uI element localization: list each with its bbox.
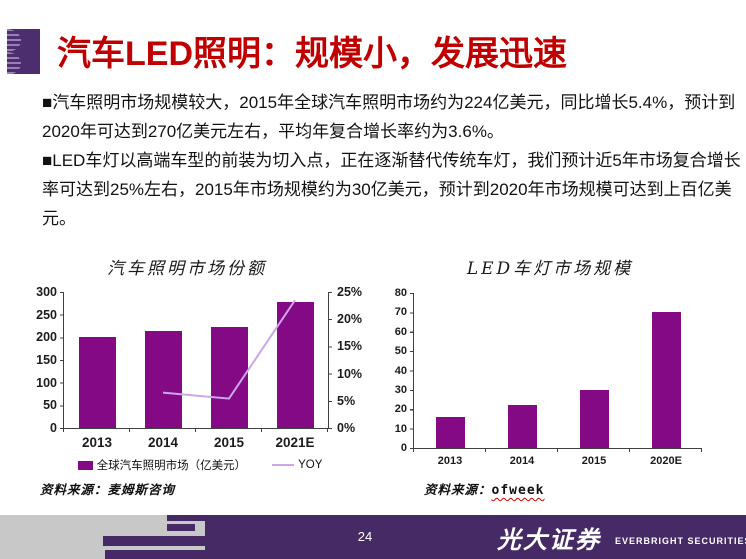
y2-tick-label: 10% bbox=[337, 366, 363, 381]
y-tick-label: 250 bbox=[36, 307, 57, 322]
x-axis-ticks bbox=[63, 428, 329, 432]
brand-logo-cn: 光大证券 bbox=[497, 525, 601, 554]
left-axis-ticks bbox=[60, 292, 64, 429]
bar-2015 bbox=[579, 389, 609, 448]
footer-purple-strip bbox=[167, 515, 746, 559]
y-tick-label: 200 bbox=[36, 330, 57, 345]
x-tick-label: 2013 bbox=[437, 455, 463, 467]
y-tick-label: 300 bbox=[36, 285, 57, 299]
bar-2020E bbox=[651, 312, 681, 448]
bar-2021E bbox=[276, 302, 314, 428]
everbright-logo-mark bbox=[7, 29, 40, 74]
bar-2015 bbox=[210, 326, 248, 428]
source-label: 资料来源： bbox=[424, 482, 492, 497]
footer-step-bar bbox=[105, 550, 205, 559]
x-tick-label: 2021E bbox=[275, 435, 315, 450]
y2-tick-label: 25% bbox=[337, 285, 363, 299]
x-tick-label: 2013 bbox=[81, 435, 113, 450]
y-tick-label: 100 bbox=[36, 375, 57, 390]
footer-step-bar bbox=[167, 524, 195, 531]
legend-line-label: YOY bbox=[298, 459, 323, 471]
legend-line-swatch bbox=[272, 464, 295, 466]
source-note-left: 资料来源：麦姆斯咨询 bbox=[40, 482, 176, 497]
logo-stripes-bottom bbox=[7, 52, 21, 74]
bar-2013 bbox=[78, 337, 116, 428]
x-tick-label: 2015 bbox=[581, 455, 607, 467]
x-tick-label: 2014 bbox=[509, 455, 535, 467]
x-tick-label: 2015 bbox=[213, 435, 245, 450]
right-chart-title: LED车灯市场规模 bbox=[466, 259, 634, 279]
bar-2014 bbox=[507, 405, 537, 448]
left-axis-ticks bbox=[410, 293, 414, 449]
y2-tick-label: 0% bbox=[337, 421, 356, 435]
x-tick-label: 2020E bbox=[650, 455, 682, 467]
y-tick-label: 70 bbox=[394, 306, 407, 319]
source-note-right: 资料来源：ofweek bbox=[424, 479, 544, 498]
x-axis-ticks bbox=[413, 448, 703, 452]
bar-2014 bbox=[144, 331, 182, 428]
footer-step-bar bbox=[103, 536, 205, 546]
y2-tick-label: 20% bbox=[337, 312, 363, 327]
chart-led-lamp-market: LED车灯市场规模 80 70 60 50 40 30 20 10 0 2013 2014 2015 2… bbox=[385, 254, 745, 494]
bar-2013 bbox=[435, 417, 465, 448]
y-tick-label: 0 bbox=[50, 421, 57, 435]
legend-bar-swatch bbox=[77, 460, 93, 470]
source-ofweek: ofweek bbox=[491, 483, 545, 498]
y-tick-label: 40 bbox=[394, 364, 407, 377]
y2-tick-label: 15% bbox=[337, 339, 363, 354]
y-tick-label: 50 bbox=[394, 345, 407, 358]
left-chart-title: 汽车照明市场份额 bbox=[107, 259, 267, 279]
legend-bar-label: 全球汽车照明市场（亿美元） bbox=[96, 460, 247, 472]
chart-legend: 全球汽车照明市场（亿美元） YOY bbox=[35, 457, 365, 473]
bullet-paragraph-1: ■汽车照明市场规模较大，2015年全球汽车照明市场约为224亿美元，同比增长5.… bbox=[42, 93, 736, 141]
y-tick-label: 50 bbox=[43, 398, 57, 413]
page-number: 24 bbox=[357, 529, 373, 544]
y-tick-label: 30 bbox=[394, 383, 407, 396]
right-chart-plot: 80 70 60 50 40 30 20 10 0 2013 2014 2015 2020E bbox=[395, 287, 703, 467]
yoy-line bbox=[162, 299, 296, 400]
y2-tick-label: 5% bbox=[337, 393, 356, 408]
y-tick-label: 150 bbox=[36, 353, 57, 367]
x-tick-label: 2014 bbox=[147, 435, 179, 450]
bullet-paragraph-2: ■LED车灯以高端车型的前装为切入点，正在逐渐替代传统车灯，我们预计近5年市场复… bbox=[42, 151, 741, 228]
slide-title: 汽车LED照明：规模小，发展迅速 bbox=[57, 35, 567, 73]
y-tick-label: 80 bbox=[394, 287, 407, 299]
chart-auto-lighting-market: 汽车照明市场份额 300 250 200 150 100 50 0 25% 20% 15% 10% 5… bbox=[35, 254, 365, 494]
right-axis-ticks bbox=[328, 292, 332, 429]
footer-band: 24 光大证券 EVERBRIGHT SECURITIES bbox=[0, 515, 746, 559]
brand-logo-en: EVERBRIGHT SECURITIES bbox=[615, 536, 746, 546]
logo-stripes-top bbox=[7, 29, 21, 52]
left-chart-plot: 300 250 200 150 100 50 0 25% 20% 15% 10% 5% 0% 2013 20… bbox=[36, 285, 362, 450]
y-tick-label: 0 bbox=[400, 442, 407, 454]
slide-body: ■汽车照明市场规模较大，2015年全球汽车照明市场约为224亿美元，同比增长5.… bbox=[42, 88, 744, 233]
y-tick-label: 60 bbox=[394, 325, 407, 338]
y-tick-label: 10 bbox=[394, 422, 407, 435]
y-tick-label: 20 bbox=[394, 403, 407, 416]
